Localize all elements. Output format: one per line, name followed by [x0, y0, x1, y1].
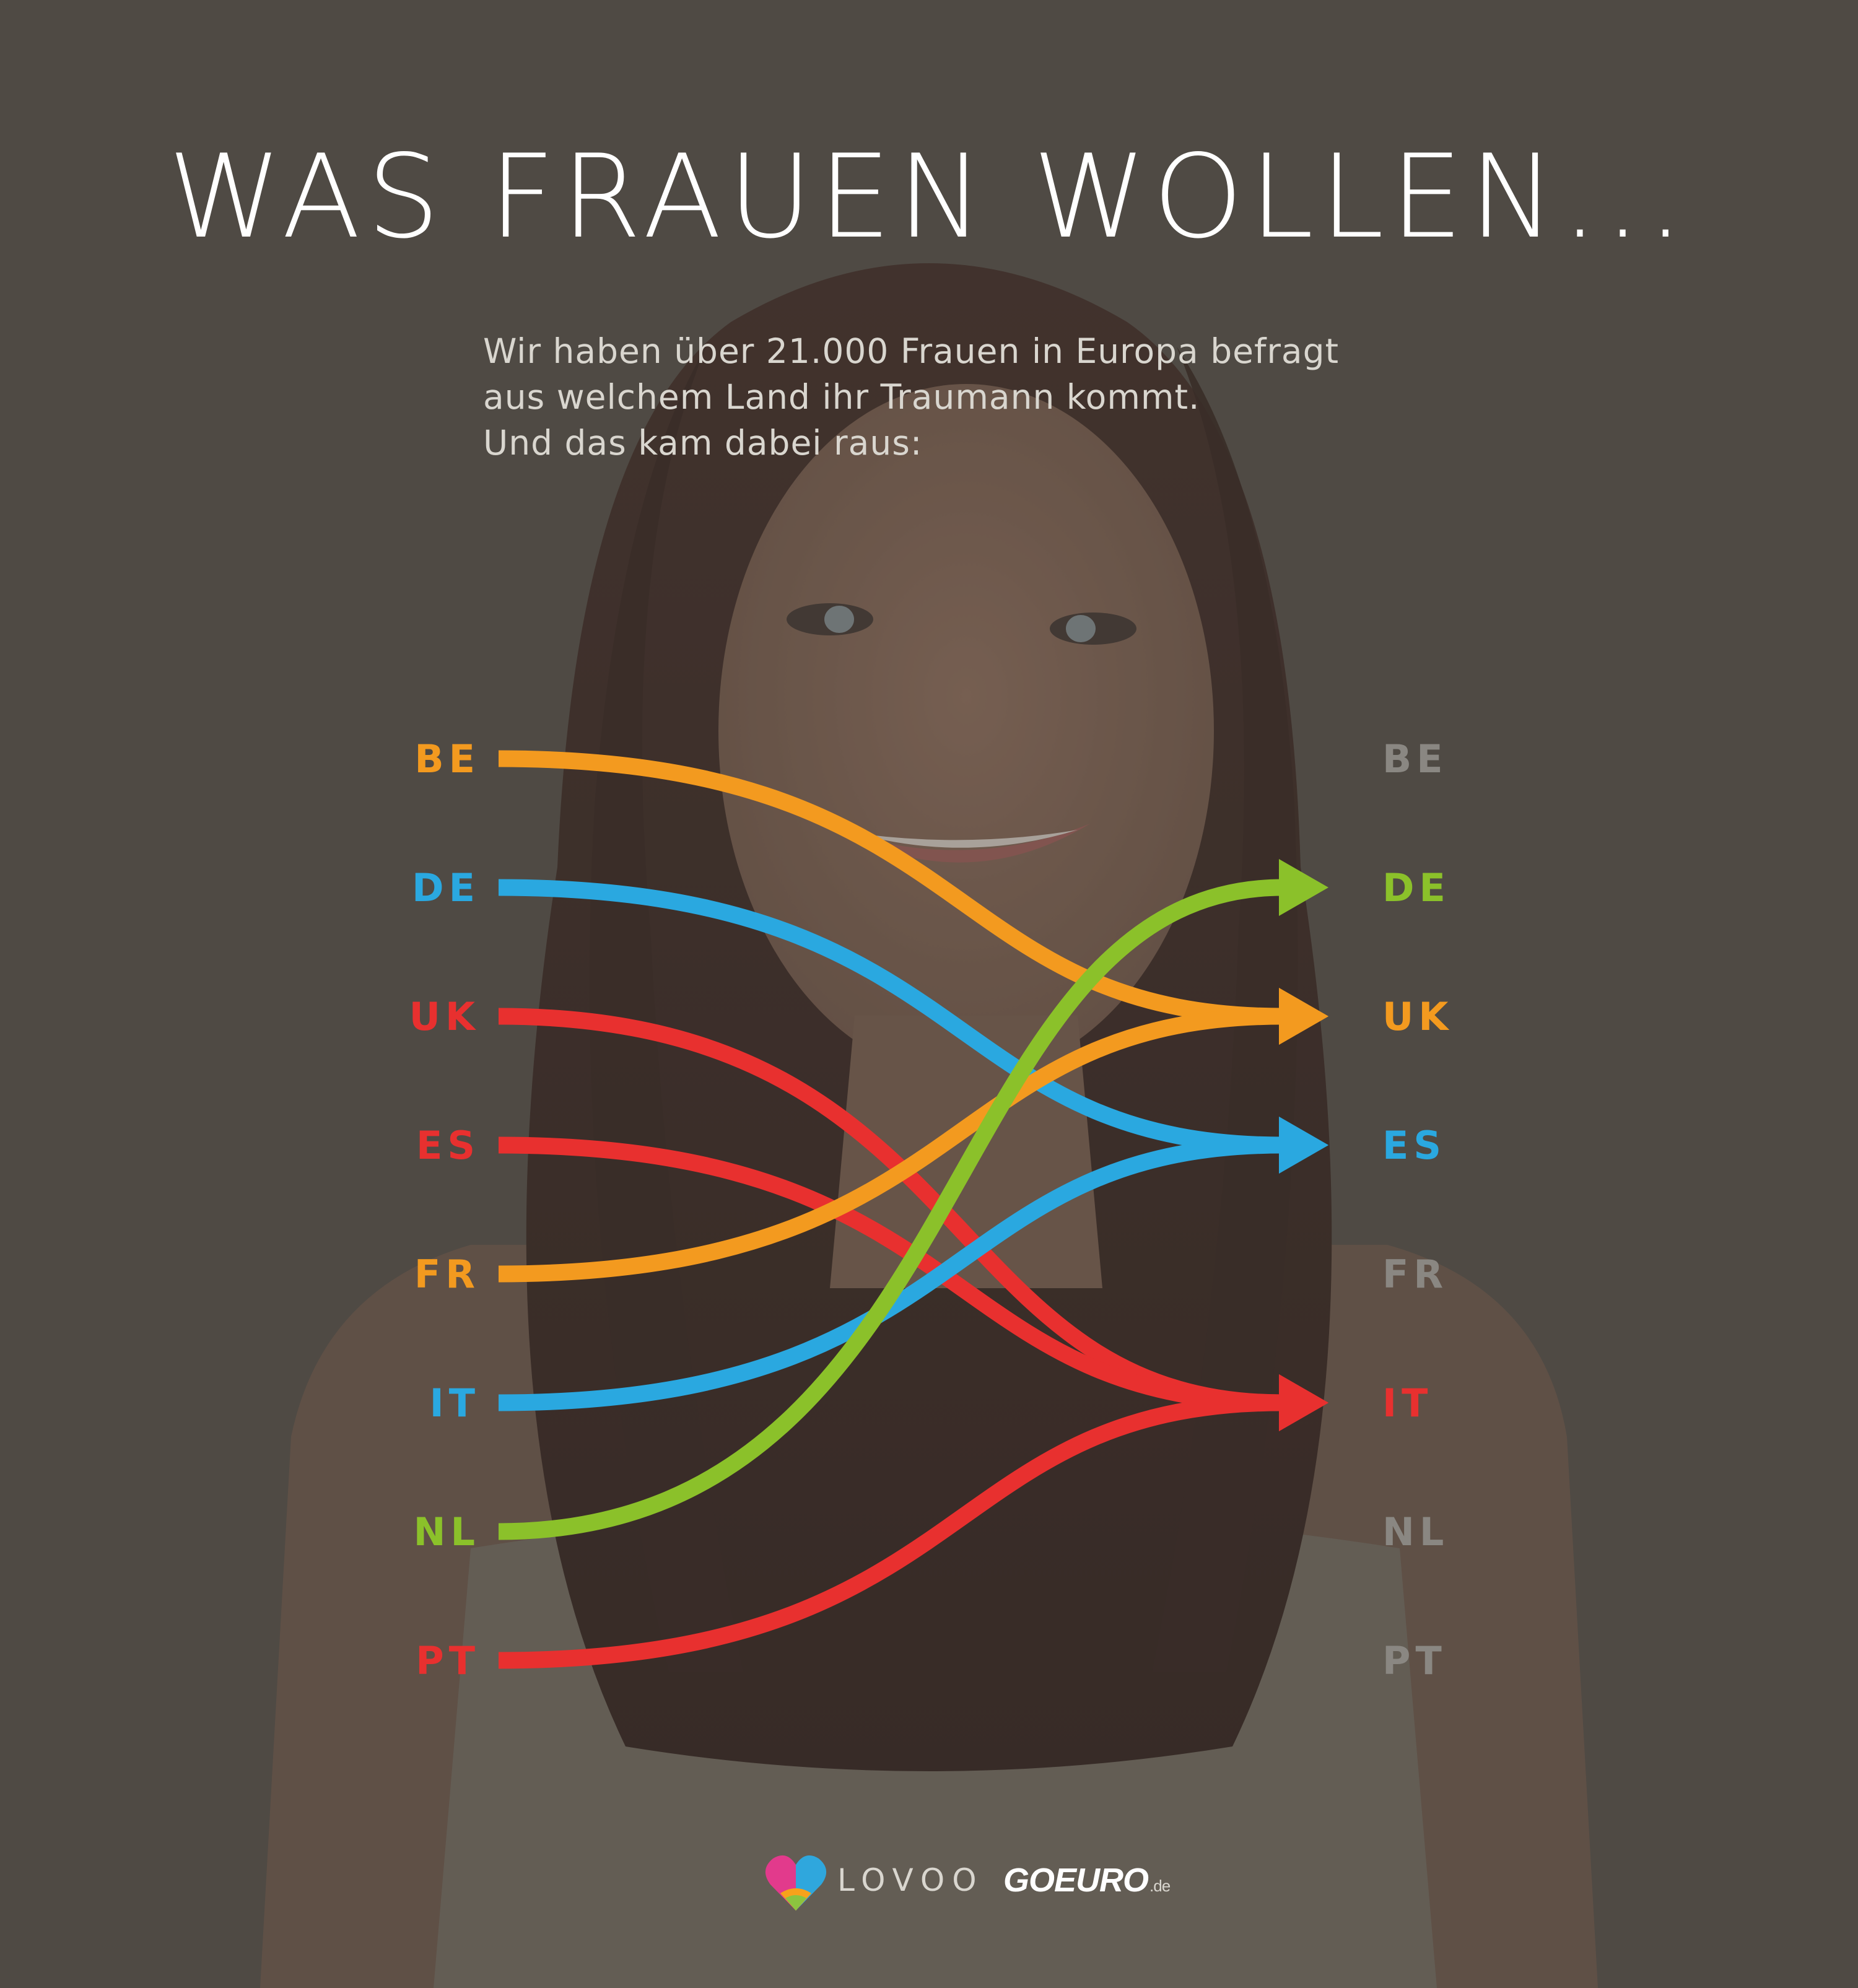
- left-country-label: DE: [412, 865, 480, 910]
- links-layer: [498, 750, 1328, 1669]
- right-country-label: UK: [1382, 994, 1454, 1039]
- left-country-label: FR: [414, 1252, 480, 1297]
- link-fr-to-uk: [498, 1008, 1283, 1283]
- right-country-label: DE: [1382, 865, 1450, 910]
- link-be-to-uk: [498, 750, 1283, 1025]
- goeuro-logo: GOEURO.de: [1003, 1861, 1171, 1899]
- link-nl-to-de: [498, 879, 1283, 1540]
- lovoo-logo-text: LOVOO: [837, 1862, 984, 1898]
- left-country-label: NL: [413, 1509, 480, 1554]
- link-it-to-es: [498, 1136, 1283, 1411]
- arrowhead-it: [1279, 1374, 1328, 1431]
- right-country-label: BE: [1382, 736, 1448, 782]
- right-country-label: PT: [1382, 1638, 1447, 1683]
- left-country-label: PT: [416, 1638, 480, 1683]
- subtitle-line: aus welchem Land ihr Traumann kommt.: [483, 377, 1200, 417]
- left-country-label: IT: [429, 1380, 480, 1426]
- right-country-label: FR: [1382, 1252, 1449, 1297]
- link-de-to-es: [498, 879, 1283, 1154]
- right-country-label: NL: [1382, 1509, 1449, 1554]
- goeuro-logo-text: GOEURO: [1003, 1862, 1149, 1899]
- goeuro-logo-tld: .de: [1149, 1877, 1171, 1895]
- left-country-label: BE: [414, 736, 480, 782]
- link-pt-to-it: [498, 1394, 1283, 1669]
- subtitle: Wir haben über 21.000 Frauen in Europa b…: [483, 328, 1536, 466]
- lovoo-heart-icon: [765, 1855, 827, 1911]
- arrowhead-uk: [1279, 988, 1328, 1045]
- left-country-label: UK: [409, 994, 480, 1039]
- arrowhead-de: [1279, 859, 1328, 916]
- page-title: WAS FRAUEN WOLLEN...: [168, 129, 1690, 264]
- right-country-label: IT: [1382, 1380, 1433, 1426]
- right-country-label: ES: [1382, 1123, 1447, 1168]
- subtitle-line: Und das kam dabei raus:: [483, 423, 923, 463]
- arrowhead-es: [1279, 1117, 1328, 1174]
- left-country-label: ES: [416, 1123, 480, 1168]
- subtitle-line: Wir haben über 21.000 Frauen in Europa b…: [483, 331, 1340, 371]
